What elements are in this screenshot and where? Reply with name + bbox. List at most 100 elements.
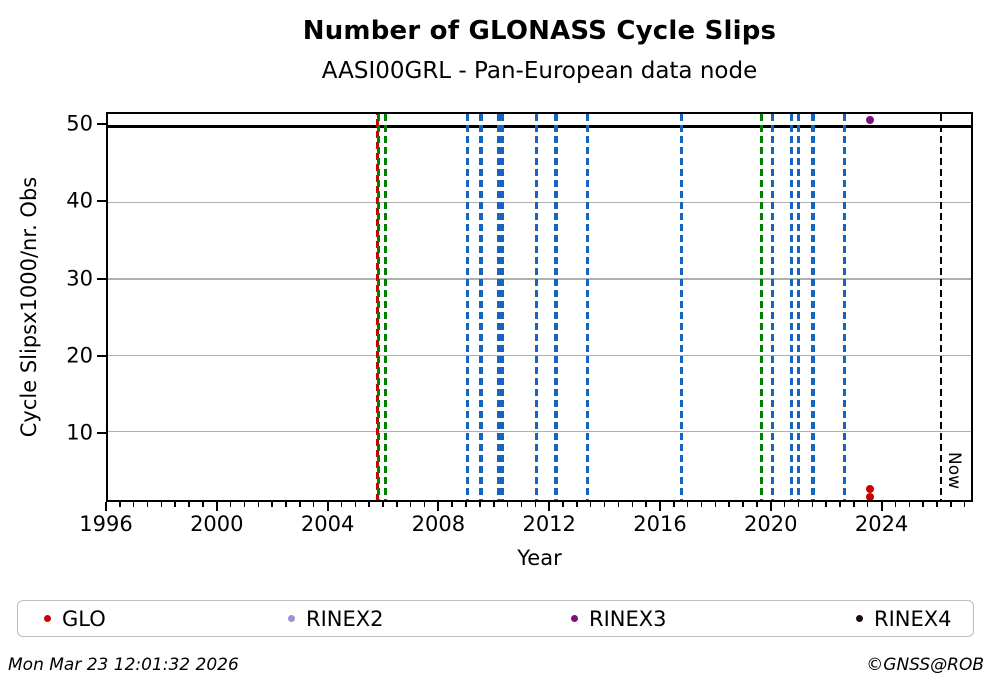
x-minor-tick — [479, 502, 481, 507]
x-minor-tick — [936, 502, 938, 507]
x-minor-tick — [756, 502, 758, 507]
plot-area: Now — [106, 112, 973, 502]
x-tick-label-2008: 2008 — [411, 512, 466, 536]
x-minor-tick — [908, 502, 911, 507]
x-major-tick — [880, 502, 883, 511]
y-tick-label-50: 50 — [66, 111, 93, 136]
x-major-tick — [215, 502, 218, 511]
x-minor-tick — [423, 502, 426, 507]
x-minor-tick — [202, 502, 204, 507]
x-tick-label-2012: 2012 — [522, 512, 576, 536]
x-minor-tick — [146, 502, 149, 507]
x-minor-tick — [243, 502, 246, 507]
x-minor-tick — [188, 502, 190, 507]
x-minor-tick — [631, 502, 634, 507]
y-major-tick — [97, 354, 106, 357]
x-major-tick — [548, 502, 551, 511]
data-point-glo-1 — [866, 492, 875, 500]
x-minor-tick — [576, 502, 578, 507]
now-label: Now — [944, 452, 965, 490]
copyright-credit: ©GNSS@ROB — [866, 655, 984, 675]
x-major-tick — [326, 502, 329, 511]
x-minor-tick — [617, 502, 620, 507]
legend-marker-rinex4 — [856, 615, 863, 622]
legend-marker-rinex3 — [571, 615, 578, 622]
chart-subtitle: AASI00GRL - Pan-European data node — [321, 58, 758, 84]
legend-item-rinex3: RINEX3 — [571, 601, 667, 636]
event-line-14 — [797, 114, 801, 500]
event-line-5 — [497, 114, 501, 500]
x-minor-tick — [714, 502, 717, 507]
event-line-6 — [501, 114, 505, 500]
x-tick-label-2004: 2004 — [300, 512, 355, 536]
x-minor-tick — [534, 502, 537, 507]
legend-item-glo: GLO — [44, 601, 106, 636]
x-minor-tick — [950, 502, 952, 507]
event-line-9 — [586, 114, 590, 500]
event-line-8 — [554, 114, 558, 500]
y-tick-label-20: 20 — [66, 343, 93, 368]
x-tick-label-1996: 1996 — [79, 512, 133, 536]
x-minor-tick — [783, 502, 786, 507]
event-line-11 — [759, 114, 763, 500]
x-minor-tick — [894, 502, 897, 507]
y-tick-label-30: 30 — [66, 266, 93, 291]
legend-label-rinex4: RINEX4 — [874, 606, 952, 631]
x-minor-tick — [299, 502, 301, 507]
x-minor-tick — [312, 502, 315, 507]
x-minor-tick — [368, 502, 370, 507]
x-tick-label-2016: 2016 — [633, 512, 687, 536]
y-tick-label-40: 40 — [66, 188, 93, 213]
x-minor-tick — [866, 502, 869, 507]
plot-timestamp: Mon Mar 23 12:01:32 2026 — [8, 655, 239, 675]
event-line-16 — [842, 114, 846, 500]
x-minor-tick — [645, 502, 647, 507]
x-minor-tick — [174, 502, 176, 507]
x-minor-tick — [354, 502, 357, 507]
x-minor-tick — [229, 502, 232, 507]
event-line-13 — [789, 114, 793, 500]
x-minor-tick — [686, 502, 689, 507]
x-minor-tick — [811, 502, 814, 507]
x-axis-label: Year — [517, 546, 562, 570]
x-minor-tick — [797, 502, 800, 507]
x-minor-tick — [119, 502, 121, 507]
x-minor-tick — [271, 502, 273, 507]
x-minor-tick — [451, 502, 453, 507]
x-minor-tick — [160, 502, 163, 507]
x-minor-tick — [465, 502, 467, 507]
x-minor-tick — [825, 502, 827, 507]
event-line-15 — [811, 114, 815, 500]
x-minor-tick — [700, 502, 703, 507]
legend-label-glo: GLO — [62, 606, 106, 631]
gridline-y10 — [108, 430, 971, 433]
cap-line-50 — [108, 124, 971, 128]
x-minor-tick — [589, 502, 592, 507]
y-tick-label-10: 10 — [66, 420, 93, 445]
chart-title: Number of GLONASS Cycle Slips — [302, 16, 777, 46]
x-major-tick — [105, 502, 107, 511]
x-minor-tick — [520, 502, 523, 507]
y-major-tick — [97, 431, 106, 434]
x-tick-label-2024: 2024 — [854, 512, 909, 536]
x-minor-tick — [396, 502, 398, 507]
event-line-1 — [377, 114, 381, 500]
y-major-tick — [97, 277, 106, 280]
event-line-2 — [384, 114, 388, 500]
x-tick-label-2020: 2020 — [744, 512, 798, 536]
x-minor-tick — [742, 502, 744, 507]
x-minor-tick — [285, 502, 287, 507]
legend-item-rinex2: RINEX2 — [288, 601, 384, 636]
legend-marker-glo — [44, 615, 51, 622]
legend-label-rinex2: RINEX2 — [306, 606, 384, 631]
event-line-4 — [479, 114, 483, 500]
x-minor-tick — [562, 502, 564, 507]
x-minor-tick — [853, 502, 855, 507]
y-major-tick — [97, 123, 106, 126]
legend: GLO RINEX2 RINEX3 RINEX4 — [17, 600, 974, 637]
plot-clip: Now — [108, 114, 971, 500]
x-minor-tick — [257, 502, 260, 507]
x-minor-tick — [922, 502, 924, 507]
y-axis-label: Cycle Slipsx1000/nr. Obs — [17, 176, 42, 438]
